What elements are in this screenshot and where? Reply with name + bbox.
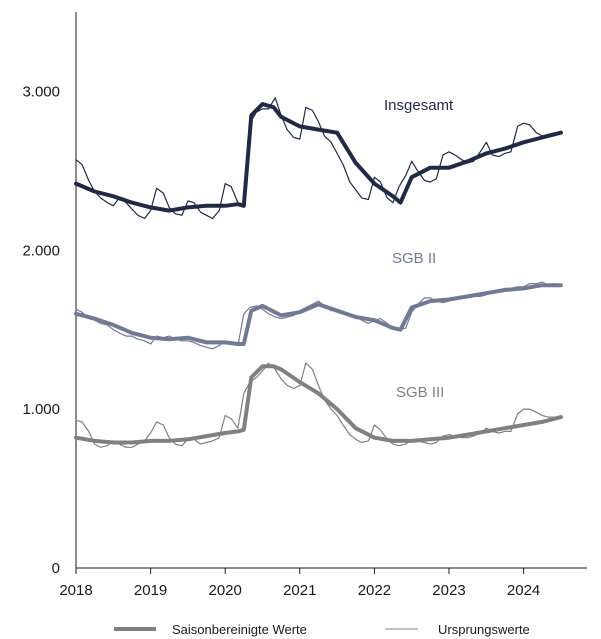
y-tick-label: 3.000 xyxy=(22,83,60,100)
y-tick-label: 0 xyxy=(52,560,60,577)
x-axis: 2018 2019 2020 2021 2022 2023 2024 xyxy=(59,567,587,599)
series-lines xyxy=(74,97,563,448)
series-line-sgb2-saisonbereinigt xyxy=(74,283,563,346)
x-tick-label: 2020 xyxy=(209,582,242,599)
x-tick-label: 2018 xyxy=(59,582,92,599)
x-tick-label: 2024 xyxy=(507,582,540,599)
series-line-sgb3-saisonbereinigt xyxy=(74,364,563,445)
y-axis: 0 1.000 2.000 3.000 xyxy=(22,12,77,577)
series-line-sgb3-ursprung xyxy=(75,362,556,448)
x-tick-label: 2022 xyxy=(358,582,391,599)
x-tick-label: 2023 xyxy=(432,582,465,599)
x-tick-label: 2021 xyxy=(283,582,316,599)
series-label-sgb3: SGB III xyxy=(396,384,444,401)
series-label-sgb2: SGB II xyxy=(392,250,436,267)
series-line-insgesamt-saisonbereinigt xyxy=(74,102,563,213)
series-label-insgesamt: Insgesamt xyxy=(384,97,454,114)
legend-label-saisonbereinigt: Saisonbereinigte Werte xyxy=(172,622,307,637)
legend-label-ursprung: Ursprungswerte xyxy=(438,622,530,637)
y-tick-label: 2.000 xyxy=(22,242,60,259)
x-tick-label: 2019 xyxy=(134,582,167,599)
y-tick-label: 1.000 xyxy=(22,401,60,418)
legend: Saisonbereinigte Werte Ursprungswerte xyxy=(114,622,530,637)
series-line-insgesamt-ursprung xyxy=(75,97,556,220)
